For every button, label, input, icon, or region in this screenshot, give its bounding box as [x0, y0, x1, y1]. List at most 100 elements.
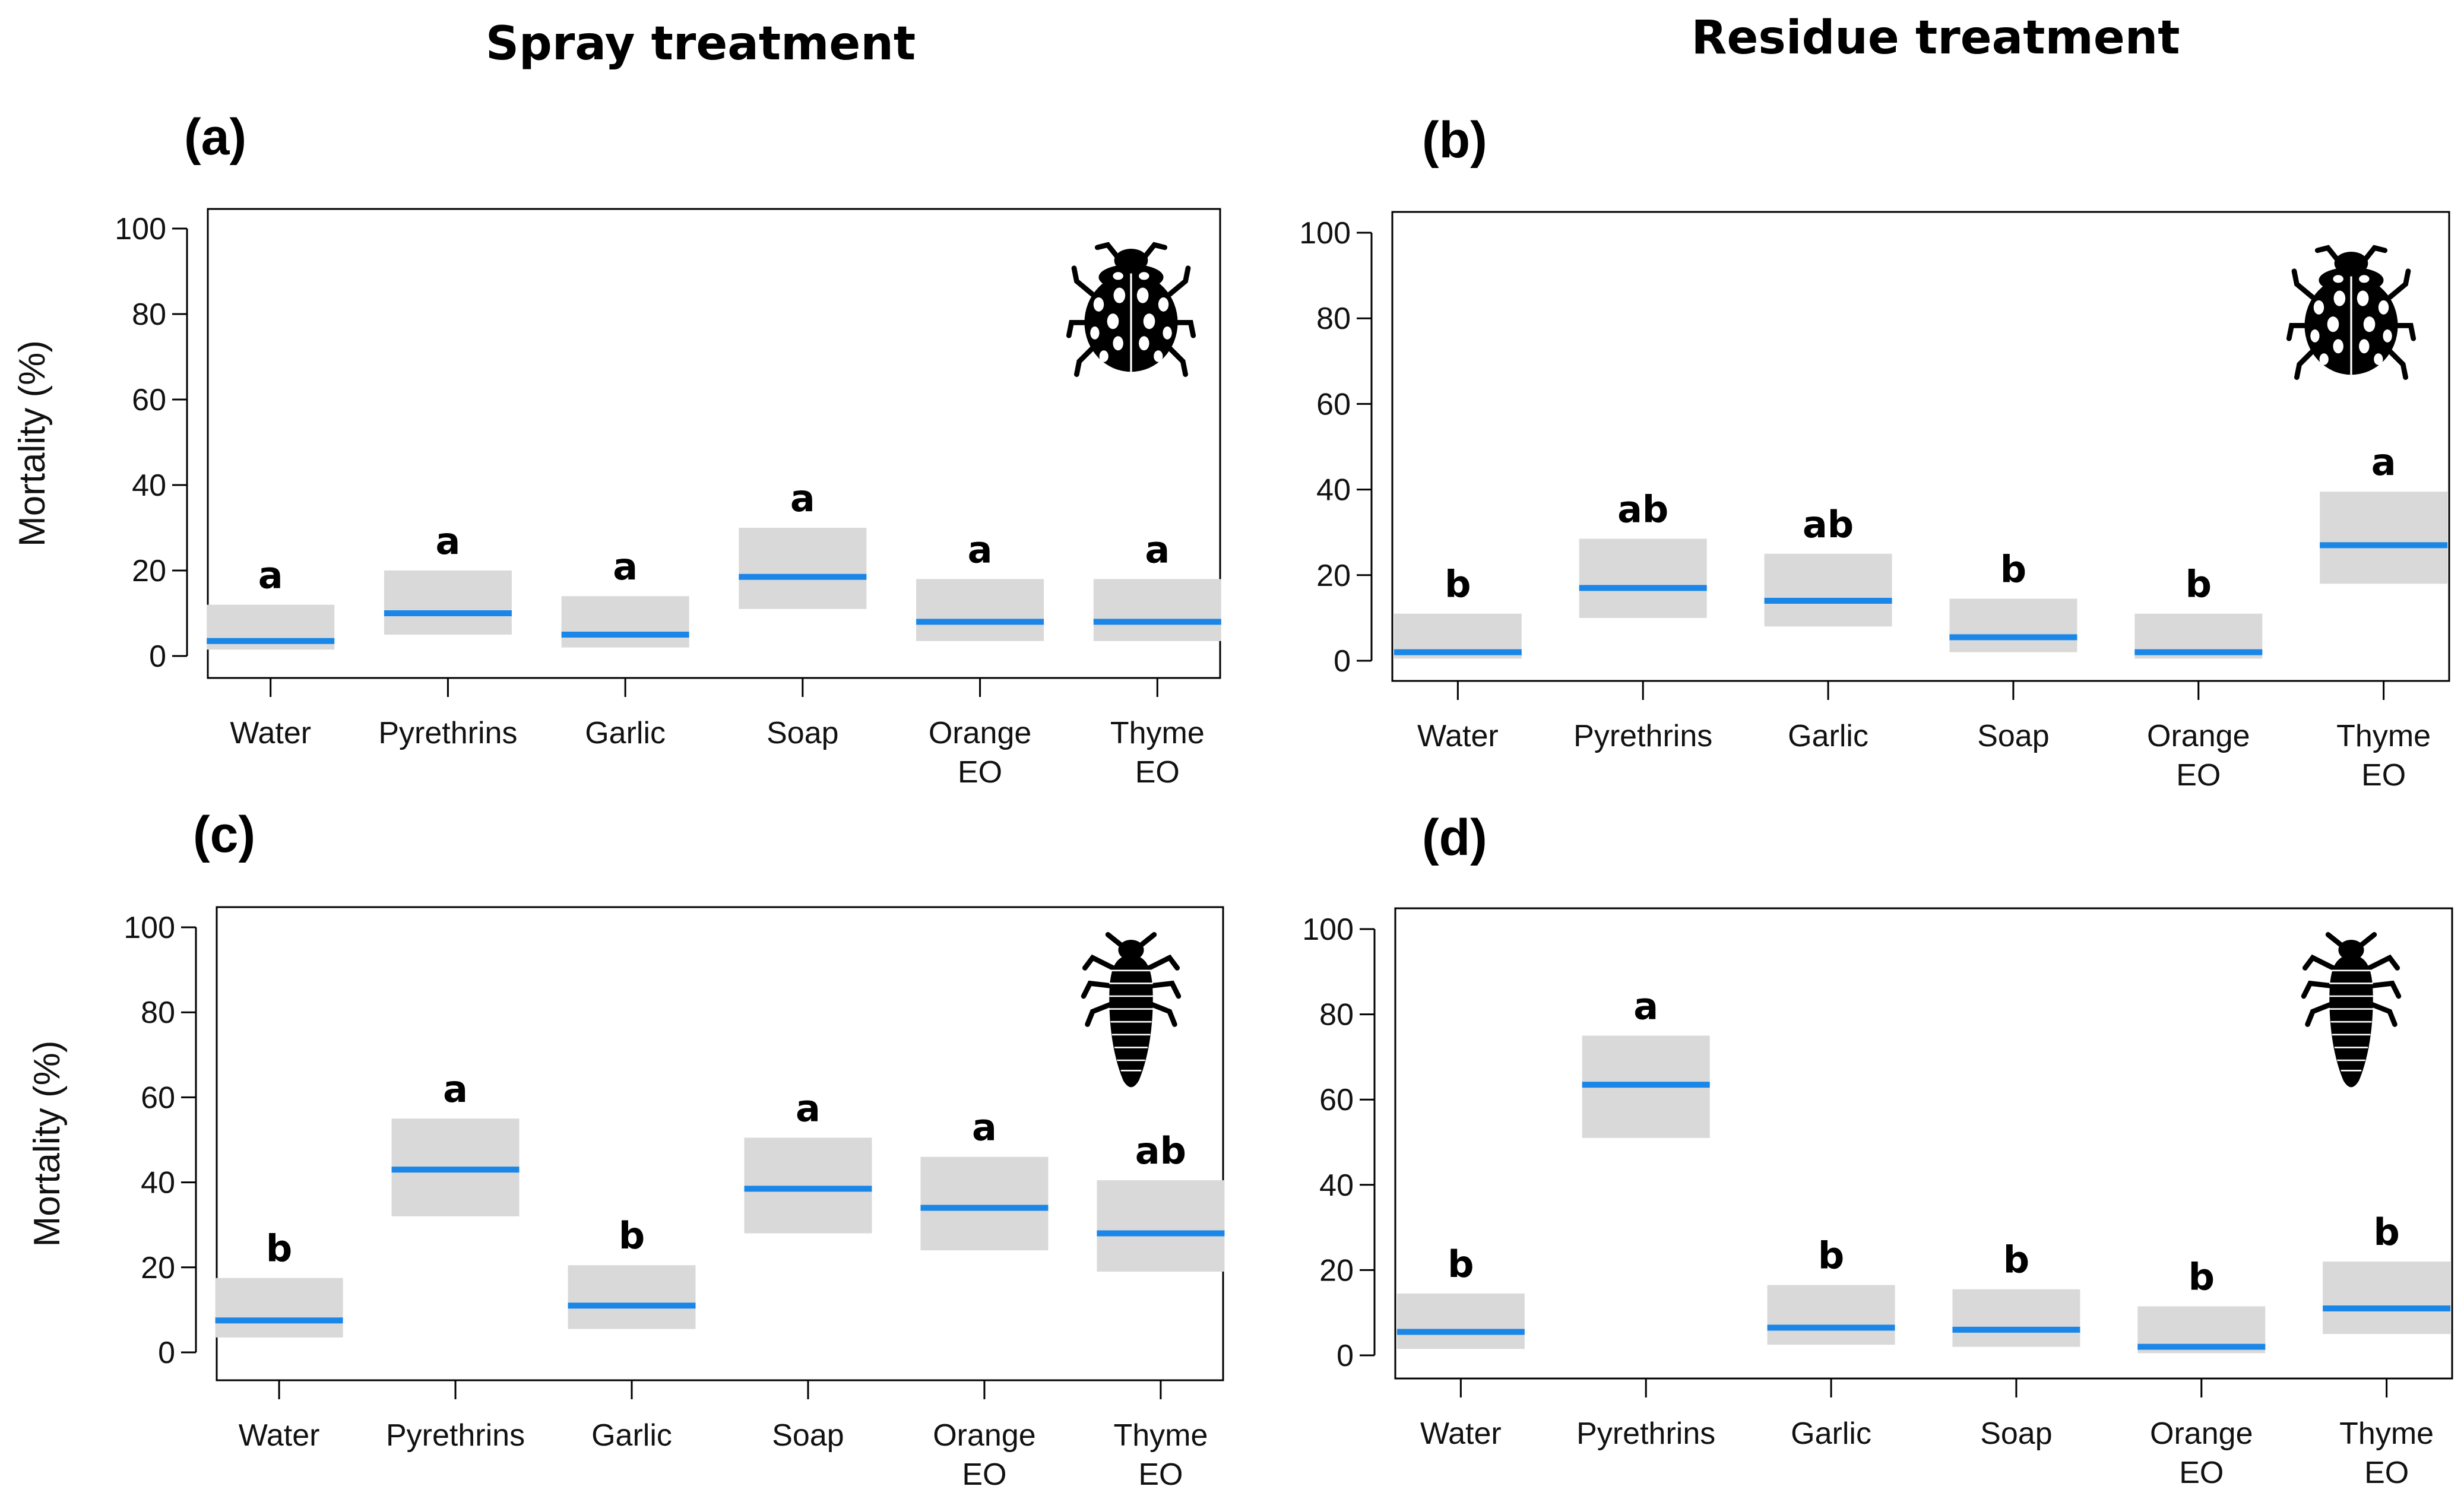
ladybird-adult-icon [1069, 245, 1193, 374]
significance-letter: b [1445, 563, 1471, 606]
x-tick-label: Soap [767, 716, 838, 750]
y-tick-label: 40 [141, 1166, 175, 1200]
x-tick-label: Thyme [1110, 716, 1205, 750]
ci-box [1396, 1293, 1525, 1349]
y-tick-label: 0 [149, 639, 166, 674]
panel-b: (b)020406080100bWaterabPyrethrinsabGarli… [1299, 112, 2450, 793]
x-tick-label: Garlic [585, 716, 666, 750]
x-tick-label: Pyrethrins [1576, 1416, 1715, 1451]
ci-box [215, 1278, 343, 1338]
ci-box [2323, 1262, 2451, 1335]
ladybird-larva-icon [2304, 934, 2399, 1087]
significance-letter: a [796, 1086, 821, 1130]
x-tick-label: EO [2364, 1456, 2409, 1490]
significance-letter: a [443, 1067, 468, 1111]
panel-label: (c) [193, 806, 255, 863]
y-tick-label: 20 [1316, 559, 1351, 593]
ci-box [920, 1156, 1049, 1251]
x-tick-label: Pyrethrins [378, 716, 517, 750]
x-tick-label: EO [1135, 755, 1180, 790]
significance-letter: b [619, 1214, 645, 1257]
x-tick-label: EO [2176, 758, 2221, 793]
significance-letter: a [790, 477, 815, 520]
x-tick-label: Garlic [591, 1418, 672, 1453]
significance-letter: ab [1617, 488, 1668, 531]
y-tick-label: 100 [123, 911, 175, 945]
ci-box [1952, 1289, 2080, 1347]
ci-box [1093, 579, 1221, 641]
significance-letter: a [1145, 528, 1170, 571]
y-tick-label: 80 [1316, 302, 1351, 336]
plot-frame [1394, 907, 2453, 1380]
x-tick-label: EO [2361, 758, 2406, 793]
x-tick-label: Soap [772, 1418, 844, 1453]
y-tick-label: 60 [141, 1080, 175, 1115]
y-tick-label: 0 [1334, 644, 1351, 679]
y-tick-label: 80 [141, 996, 175, 1030]
panel-label: (a) [184, 109, 246, 166]
ci-box [916, 579, 1044, 641]
panel-label: (b) [1422, 112, 1487, 169]
significance-letter: b [2003, 1238, 2029, 1282]
ladybird-adult-icon [2289, 248, 2413, 377]
y-tick-label: 40 [1316, 473, 1351, 508]
y-tick-label: 100 [1299, 216, 1351, 251]
significance-letter: a [972, 1106, 997, 1149]
y-tick-label: 80 [1319, 998, 1354, 1032]
x-tick-label: Pyrethrins [1573, 719, 1712, 753]
x-tick-label: Orange [933, 1418, 1035, 1453]
y-axis-label: Mortality (%) [12, 340, 53, 547]
x-tick-label: Garlic [1791, 1416, 1871, 1451]
ci-box [1764, 553, 1892, 627]
y-tick-label: 0 [158, 1336, 175, 1370]
plot-frame [1391, 211, 2450, 682]
significance-letter: b [266, 1227, 292, 1270]
significance-letter: ab [1135, 1129, 1186, 1172]
y-tick-label: 60 [132, 383, 166, 417]
x-tick-label: Soap [1977, 719, 2049, 753]
significance-letter: a [436, 519, 461, 563]
y-tick-label: 60 [1319, 1083, 1354, 1117]
y-tick-label: 100 [1302, 912, 1354, 947]
ci-box [1949, 598, 2077, 652]
y-tick-label: 20 [132, 554, 166, 588]
x-tick-label: Water [230, 716, 311, 750]
y-axis-label: Mortality (%) [27, 1041, 68, 1247]
x-tick-label: EO [958, 755, 1002, 790]
ci-box [1767, 1285, 1895, 1345]
significance-letter: a [2371, 440, 2396, 484]
x-tick-label: Pyrethrins [386, 1418, 525, 1453]
significance-letter: b [2373, 1210, 2399, 1254]
y-tick-label: 80 [132, 297, 166, 332]
ci-box [744, 1137, 872, 1234]
x-tick-label: Water [239, 1418, 320, 1453]
x-tick-label: Thyme [2339, 1416, 2434, 1451]
x-tick-label: Orange [2147, 719, 2250, 753]
significance-letter: ab [1803, 503, 1854, 546]
significance-letter: b [2189, 1255, 2215, 1298]
x-tick-label: EO [1138, 1457, 1183, 1492]
ladybird-larva-icon [1084, 934, 1179, 1087]
x-tick-label: Water [1417, 719, 1499, 753]
x-tick-label: Orange [2150, 1416, 2253, 1451]
ci-box [739, 528, 867, 609]
x-tick-label: Soap [1980, 1416, 2052, 1451]
y-tick-label: 20 [1319, 1253, 1354, 1288]
column-title-spray: Spray treatment [486, 17, 916, 71]
plot-frame [207, 208, 1221, 679]
ci-box [1097, 1180, 1225, 1272]
column-title-residue: Residue treatment [1691, 11, 2180, 65]
x-tick-label: EO [2179, 1456, 2224, 1490]
x-tick-label: Garlic [1788, 719, 1868, 753]
significance-letter: a [968, 528, 993, 571]
x-tick-label: Thyme [1113, 1418, 1208, 1453]
significance-letter: b [2000, 547, 2026, 591]
significance-letter: b [1818, 1234, 1844, 1278]
panels: (a) Mortality (%) 0 20 40 60 80 100 a Water a Pyret… [12, 109, 2453, 1492]
significance-letter: b [2186, 563, 2212, 606]
ci-box [568, 1265, 696, 1329]
significance-letter: a [258, 554, 283, 597]
y-tick-label: 40 [132, 468, 166, 503]
y-tick-label: 40 [1319, 1168, 1354, 1203]
